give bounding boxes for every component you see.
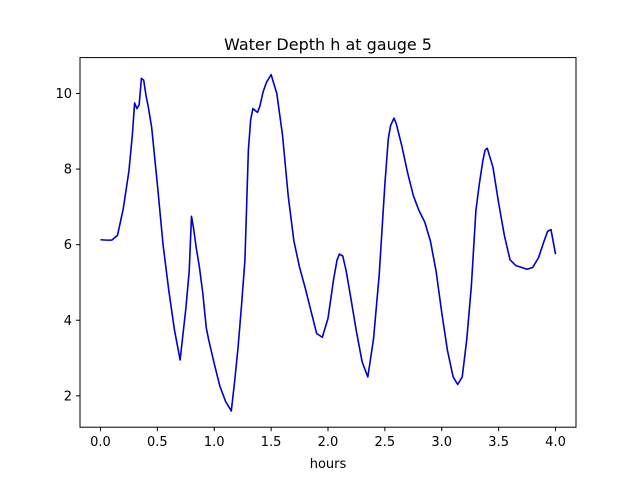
- x-tick-label: 1.0: [204, 435, 225, 450]
- x-tick-label: 0.0: [90, 435, 111, 450]
- chart-title: Water Depth h at gauge 5: [224, 35, 432, 54]
- y-tick-label: 6: [64, 238, 72, 253]
- x-axis-label: hours: [310, 457, 347, 472]
- x-tick-label: 4.0: [545, 435, 566, 450]
- x-tick-label: 2.0: [318, 435, 339, 450]
- x-tick-label: 2.5: [375, 435, 396, 450]
- series-layer: [100, 73, 557, 412]
- x-tick-label: 0.5: [147, 435, 168, 450]
- y-axis: 2 4 6 8 10: [55, 87, 80, 404]
- x-tick-label: 3.5: [488, 435, 509, 450]
- series-line-0: [100, 73, 557, 412]
- y-tick-label: 10: [55, 87, 72, 102]
- x-tick-label: 3.0: [431, 435, 452, 450]
- x-tick-label: 1.5: [261, 435, 282, 450]
- y-tick-label: 2: [64, 389, 72, 404]
- x-axis: 0.0 0.5 1.0 1.5 2.0 2.5 3.0 3.5 4.0: [90, 427, 566, 450]
- y-tick-label: 4: [64, 314, 72, 329]
- plot-frame: [79, 57, 577, 428]
- y-tick-label: 8: [64, 163, 72, 178]
